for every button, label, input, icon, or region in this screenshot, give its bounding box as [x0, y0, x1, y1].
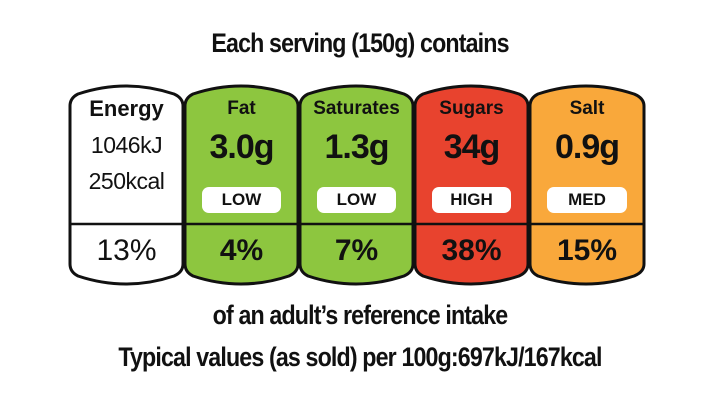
energy-panel: Energy 1046kJ 250kcal 13%: [70, 76, 183, 294]
salt-panel: Salt 0.9g MED 15%: [530, 76, 644, 294]
saturates-label: Saturates: [313, 98, 400, 119]
sugars-label: Sugars: [439, 98, 504, 119]
fat-percent: 4%: [219, 234, 264, 267]
energy-label: Energy: [89, 96, 164, 121]
panel-shapes: [68, 84, 646, 286]
salt-percent: 15%: [556, 234, 618, 267]
salt-label: Salt: [569, 98, 605, 119]
sugars-panel: Sugars 34g HIGH 38%: [415, 76, 528, 294]
salt-level-badge: MED: [547, 187, 627, 213]
sugars-level-badge: HIGH: [432, 187, 511, 213]
typical-values-text: Typical values (as sold) per 100g:697kJ/…: [118, 342, 602, 372]
saturates-value: 1.3g: [324, 128, 389, 166]
fat-value: 3.0g: [209, 128, 274, 166]
serving-title: Each serving (150g) contains: [211, 28, 509, 58]
fat-level-badge: LOW: [202, 187, 281, 213]
sugars-value: 34g: [443, 128, 501, 166]
nutrition-traffic-light-label: Energy 1046kJ 250kcal 13% Fat 3.0g LOW 4…: [66, 76, 648, 294]
energy-kcal: 250kcal: [88, 168, 165, 194]
saturates-panel: Saturates 1.3g LOW 7%: [300, 76, 413, 294]
energy-kj: 1046kJ: [90, 132, 163, 158]
reference-intake-text: of an adult’s reference intake: [212, 300, 509, 330]
energy-percent: 13%: [96, 234, 157, 267]
fat-label: Fat: [227, 98, 256, 119]
fat-panel: Fat 3.0g LOW 4%: [185, 76, 298, 294]
saturates-percent: 7%: [334, 234, 379, 267]
sugars-percent: 38%: [441, 234, 502, 267]
saturates-level-badge: LOW: [317, 187, 396, 213]
salt-value: 0.9g: [554, 128, 620, 166]
